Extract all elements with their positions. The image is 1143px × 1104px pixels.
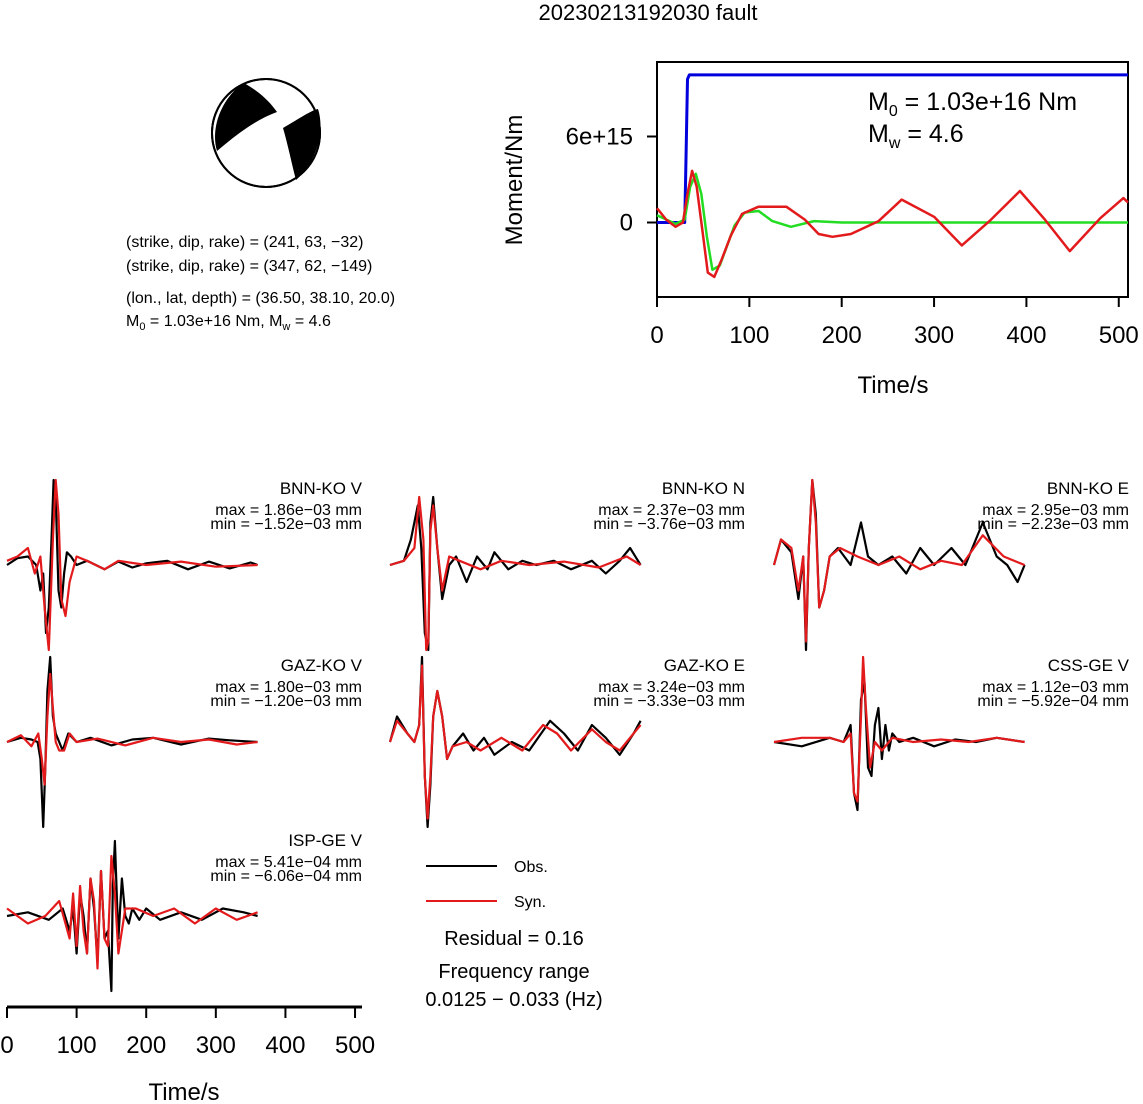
- time-xtick-label: 200: [126, 1032, 166, 1059]
- moment-xtick-label: 200: [822, 322, 862, 349]
- time-xtick-label: 400: [265, 1032, 305, 1059]
- moment-xtick-label: 100: [729, 322, 769, 349]
- moment-plot-frame: [656, 61, 1129, 298]
- station-min: min = −3.76e−03 mm: [593, 516, 745, 533]
- station-name: BNN-KO E: [1047, 479, 1129, 498]
- moment-ytick-label: 0: [620, 209, 633, 236]
- moment-y-axis: 0 6e+15: [566, 124, 657, 236]
- syn-trace: [388, 664, 642, 820]
- station-name: ISP-GE V: [288, 831, 362, 850]
- station-max: max = 1.86e−03 mm: [215, 502, 362, 519]
- time-xtick-label: 100: [57, 1032, 97, 1059]
- time-xtick-label: 0: [0, 1032, 13, 1059]
- syn-trace: [389, 495, 642, 652]
- station-min: min = −1.52e−03 mm: [210, 516, 362, 533]
- moment-xtick-label: 500: [1099, 322, 1139, 349]
- moment-xtick-label: 0: [650, 322, 663, 349]
- syn-trace: [6, 672, 258, 786]
- obs-trace: [389, 495, 642, 652]
- moment-plot: 0 100 200 300 400 500 0 6e+15 Time/s Moment/Nm…: [501, 61, 1139, 399]
- time-xtick-label: 300: [196, 1032, 236, 1059]
- moment-series-stf: [656, 172, 1128, 272]
- beachball-quadrant-se: [283, 109, 321, 180]
- moment-series-group: [656, 73, 1129, 279]
- syn-trace: [6, 854, 258, 970]
- figure-title: 20230213192030 fault: [539, 0, 758, 25]
- station-max: max = 2.95e−03 mm: [982, 502, 1129, 519]
- hypocenter-location: (lon., lat, depth) = (36.50, 38.10, 20.0…: [126, 290, 395, 307]
- moment-annotation-mw: Mw = 4.6: [868, 120, 964, 152]
- moment-series-syn: [656, 169, 1129, 279]
- residual-text: Residual = 0.16: [444, 928, 584, 950]
- station-min: min = −3.33e−03 mm: [593, 693, 745, 710]
- waveform-time-axis: 0 100 200 300 400 500: [0, 1005, 375, 1059]
- legend: Obs. Syn.: [426, 859, 548, 911]
- moment-annotation-m0: M0 = 1.03e+16 Nm: [868, 88, 1077, 120]
- station-name: CSS-GE V: [1048, 656, 1130, 675]
- syn-trace: [773, 655, 1025, 803]
- station-max: max = 3.24e−03 mm: [598, 679, 745, 696]
- station-name: BNN-KO V: [280, 479, 363, 498]
- station-max: max = 1.12e−03 mm: [982, 679, 1129, 696]
- nodal-plane-1: (strike, dip, rake) = (241, 63, −32): [126, 234, 363, 251]
- legend-obs-label: Obs.: [514, 859, 548, 876]
- station-min: min = −5.92e−04 mm: [977, 693, 1129, 710]
- frequency-range-label: Frequency range: [438, 961, 589, 983]
- obs-trace: [773, 681, 1025, 812]
- legend-syn-label: Syn.: [514, 894, 546, 911]
- station-max: max = 5.41e−04 mm: [215, 854, 362, 871]
- syn-trace: [772, 478, 1026, 643]
- moment-xtick-label: 400: [1006, 322, 1046, 349]
- focal-mechanism-beachball: [211, 78, 321, 188]
- station-name: GAZ-KO V: [281, 656, 363, 675]
- syn-trace: [6, 478, 258, 652]
- moment-x-axis: 0 100 200 300 400 500: [650, 297, 1139, 349]
- station-min: min = −6.06e−04 mm: [210, 868, 362, 885]
- moment-magnitude-line: M0 = 1.03e+16 Nm, Mw = 4.6: [126, 313, 331, 333]
- station-max: max = 2.37e−03 mm: [598, 502, 745, 519]
- station-min: min = −2.23e−03 mm: [977, 516, 1129, 533]
- beachball-quadrant-nw: [215, 83, 277, 151]
- moment-ytick-label: 6e+15: [566, 124, 633, 151]
- station-max: max = 1.80e−03 mm: [215, 679, 362, 696]
- moment-xlabel: Time/s: [857, 372, 928, 399]
- station-min: min = −1.20e−03 mm: [210, 693, 362, 710]
- station-name: GAZ-KO E: [664, 656, 745, 675]
- moment-ylabel: Moment/Nm: [501, 115, 528, 246]
- station-name: BNN-KO N: [662, 479, 745, 498]
- moment-xtick-label: 300: [914, 322, 954, 349]
- nodal-plane-2: (strike, dip, rake) = (347, 62, −149): [126, 258, 372, 275]
- time-xtick-label: 500: [335, 1032, 375, 1059]
- frequency-range-value: 0.0125 − 0.033 (Hz): [425, 989, 602, 1011]
- waveform-xlabel: Time/s: [148, 1079, 219, 1104]
